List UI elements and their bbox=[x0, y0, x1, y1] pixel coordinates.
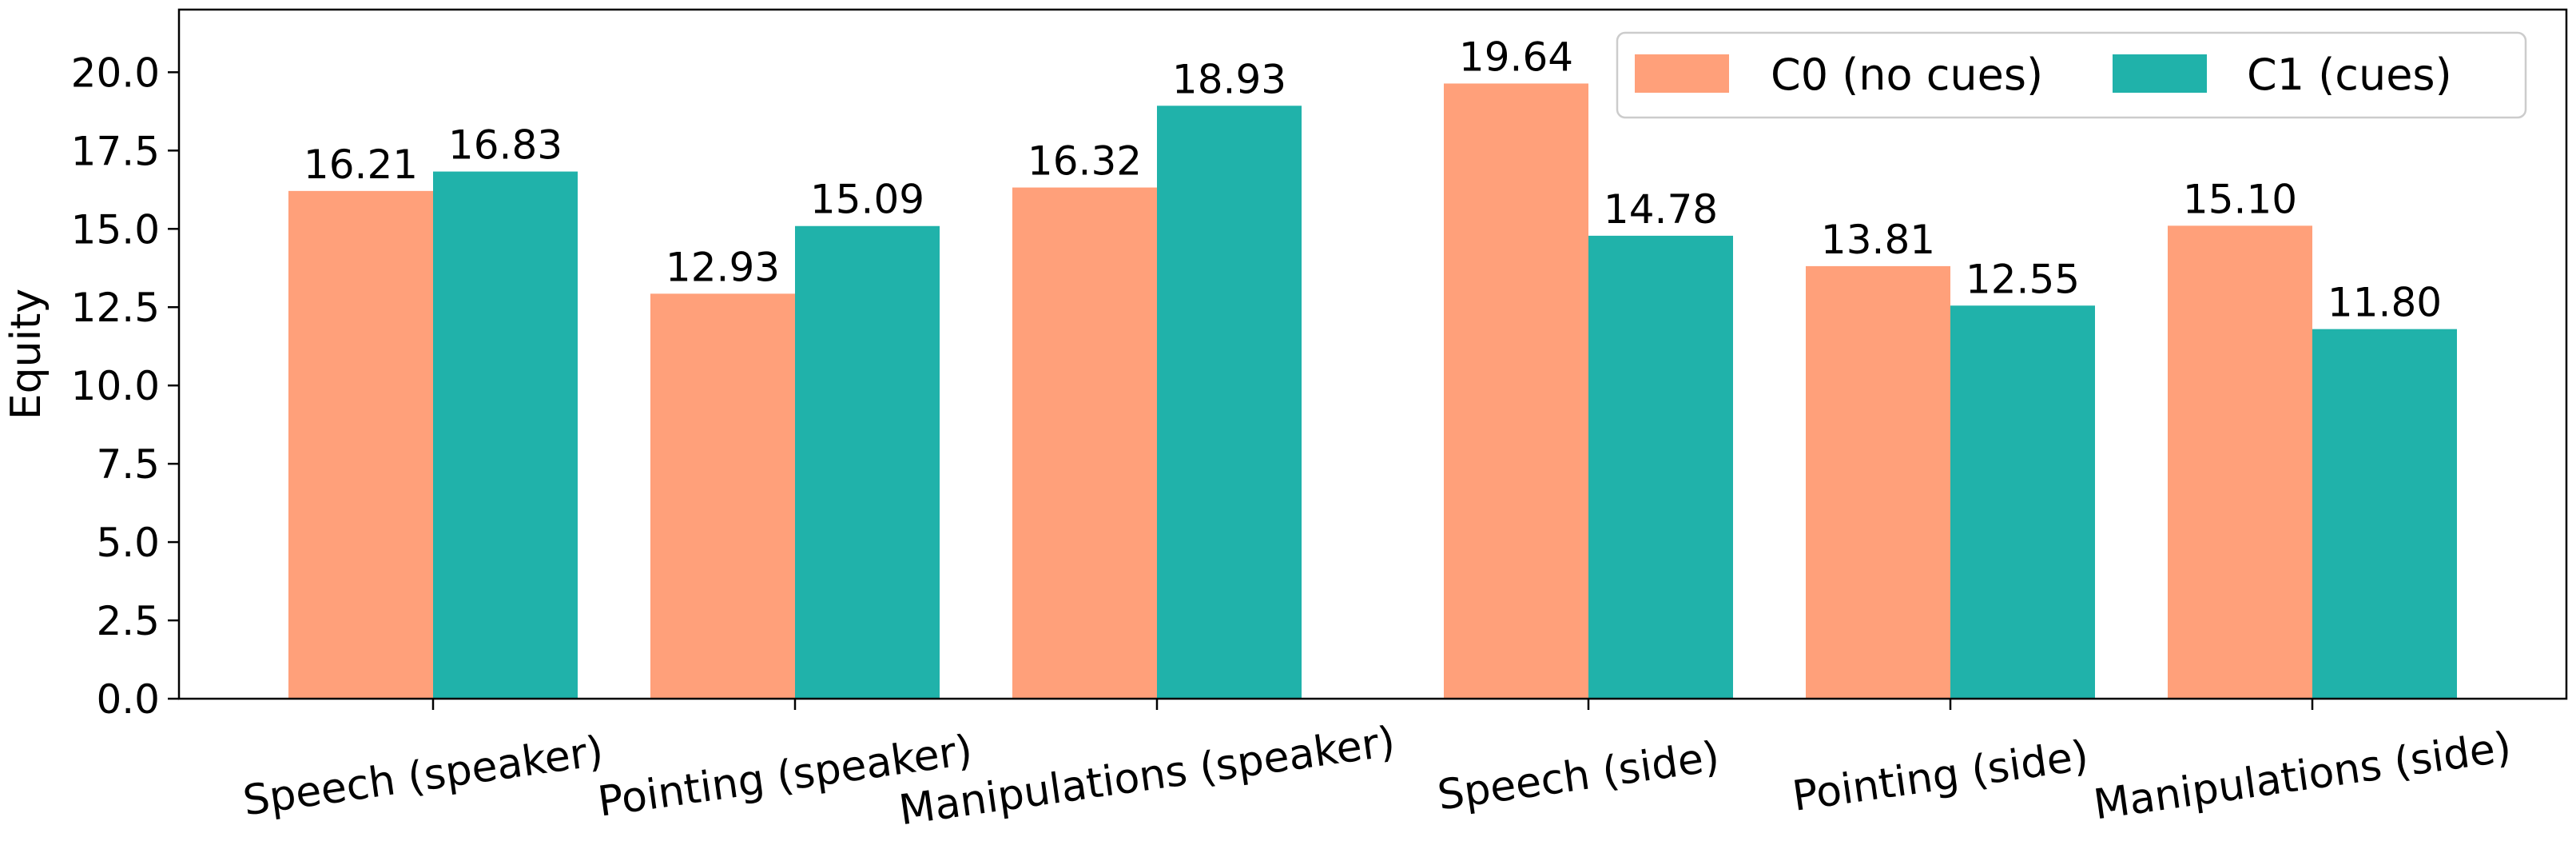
y-axis-title: Equity bbox=[2, 289, 50, 420]
x-tick-label: Manipulations (speaker) bbox=[896, 718, 1398, 835]
y-tick-label: 10.0 bbox=[71, 363, 160, 409]
bars-layer: 16.21 16.83 12.93 15.09 16.32 18.93 19.64 14.78… bbox=[288, 34, 2457, 700]
bar bbox=[650, 293, 795, 699]
x-tick-label: Manipulations (side) bbox=[2091, 723, 2514, 830]
bar-value-label: 12.93 bbox=[666, 244, 780, 290]
bar-value-label: 12.55 bbox=[1966, 256, 2080, 302]
legend-label: C0 (no cues) bbox=[1771, 50, 2043, 100]
bar bbox=[1012, 187, 1157, 699]
bar-value-label: 11.80 bbox=[2328, 280, 2442, 326]
bar-value-label: 15.09 bbox=[810, 177, 924, 223]
bar bbox=[2168, 225, 2312, 699]
bar-value-label: 13.81 bbox=[1821, 217, 1935, 263]
bar bbox=[1444, 83, 1588, 699]
legend-swatch bbox=[2113, 54, 2207, 93]
bar bbox=[1950, 305, 2095, 699]
bar bbox=[288, 190, 433, 699]
bar bbox=[1157, 106, 1302, 699]
axes-layer bbox=[177, 8, 2568, 700]
bar-value-label: 14.78 bbox=[1604, 186, 1718, 233]
legend-label: C1 (cues) bbox=[2247, 50, 2452, 100]
plot-frame bbox=[177, 8, 2568, 700]
y-tick-label: 15.0 bbox=[71, 206, 160, 253]
y-tick-label: 7.5 bbox=[96, 441, 160, 488]
y-tick-label: 2.5 bbox=[96, 598, 160, 644]
y-tick-label: 5.0 bbox=[96, 520, 160, 566]
bar-value-label: 16.83 bbox=[448, 122, 563, 169]
y-tick-label: 17.5 bbox=[71, 128, 160, 174]
y-axis: 0.0 2.5 5.0 7.5 10.0 12.5 15.0 17.5 20.0 bbox=[71, 50, 179, 723]
bar-value-label: 16.32 bbox=[1028, 138, 1142, 185]
bar bbox=[2312, 329, 2457, 699]
y-tick-label: 20.0 bbox=[71, 50, 160, 96]
bar bbox=[1806, 265, 1950, 700]
bar-value-label: 18.93 bbox=[1172, 56, 1286, 102]
x-tick-label: Speech (speaker) bbox=[241, 727, 606, 826]
bar bbox=[433, 171, 578, 699]
x-tick-label: Speech (side) bbox=[1435, 733, 1723, 820]
y-tick-label: 12.5 bbox=[71, 285, 160, 331]
bar-value-label: 15.10 bbox=[2183, 176, 2297, 222]
legend-swatch bbox=[1635, 54, 1729, 93]
bar-value-label: 19.64 bbox=[1459, 34, 1573, 80]
x-tick-label: Pointing (side) bbox=[1790, 731, 2092, 820]
bar bbox=[1588, 235, 1733, 700]
x-axis: Speech (speaker)Pointing (speaker)Manipu… bbox=[241, 699, 2514, 835]
bar-value-label: 16.21 bbox=[304, 142, 418, 188]
legend-frame bbox=[1616, 31, 2527, 119]
y-tick-label: 0.0 bbox=[96, 676, 160, 723]
legend: C0 (no cues) C1 (cues) bbox=[1616, 31, 2527, 119]
bar bbox=[795, 225, 940, 700]
